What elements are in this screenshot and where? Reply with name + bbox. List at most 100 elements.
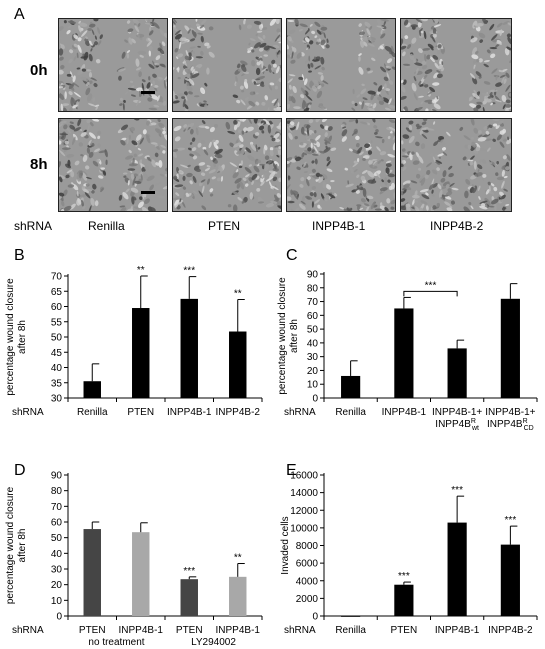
cell	[85, 183, 90, 187]
cell	[66, 169, 73, 174]
cell	[363, 203, 370, 207]
cell	[318, 176, 324, 183]
significance-label: ***	[451, 485, 463, 496]
cell	[291, 190, 299, 196]
cell	[268, 181, 273, 188]
significance-label: **	[234, 553, 242, 564]
cell	[87, 123, 90, 132]
cell	[257, 36, 264, 42]
cell	[72, 75, 76, 83]
cell	[267, 124, 271, 134]
cell	[505, 99, 511, 104]
cell	[325, 44, 330, 49]
row-label-0h: 0h	[30, 62, 48, 79]
cell	[235, 75, 238, 84]
cell	[366, 67, 371, 71]
cell	[154, 152, 159, 158]
cell	[192, 50, 196, 55]
cell	[408, 120, 414, 125]
cell	[311, 201, 314, 208]
y-tick-label: 0	[312, 394, 318, 405]
cell	[298, 203, 306, 210]
cell	[505, 166, 510, 171]
cell	[152, 80, 155, 88]
cell	[502, 207, 506, 211]
cell	[311, 168, 316, 173]
cell	[144, 22, 153, 25]
cell	[269, 82, 275, 86]
cell	[86, 188, 93, 192]
cell	[351, 149, 358, 154]
cell	[255, 101, 260, 106]
cell	[348, 119, 357, 123]
cell	[402, 189, 407, 194]
cell	[472, 93, 480, 99]
cell	[198, 125, 208, 128]
cell	[489, 89, 498, 93]
cell	[491, 33, 498, 41]
cell	[483, 63, 489, 68]
cell	[468, 96, 473, 102]
x-tick-label-line: INPP4B-1+	[485, 407, 535, 418]
cell	[155, 162, 160, 166]
cell	[59, 43, 63, 47]
cell	[432, 182, 438, 188]
cell	[496, 176, 505, 181]
cell	[424, 99, 433, 103]
cell	[184, 94, 188, 101]
cell	[92, 160, 99, 167]
cell	[428, 183, 434, 190]
cell	[211, 176, 216, 180]
cell	[481, 175, 485, 181]
cell	[278, 41, 281, 44]
cell	[448, 165, 453, 170]
bar	[180, 298, 198, 398]
cell	[404, 35, 409, 40]
x-tick-label: PTEN	[391, 625, 418, 636]
column-label-inpp4b1: INPP4B-1	[312, 219, 366, 233]
cell	[507, 136, 509, 141]
shrna-label-a: shRNA	[14, 219, 53, 233]
cell	[256, 187, 261, 192]
y-tick-label: 90	[307, 270, 319, 281]
cell	[434, 62, 440, 69]
cell	[440, 185, 447, 190]
cell	[356, 174, 360, 178]
cell	[421, 121, 427, 126]
cell	[419, 32, 426, 39]
cell	[315, 134, 321, 141]
cell	[436, 50, 441, 55]
cell	[147, 97, 153, 102]
x-tick-label-line: Renilla	[77, 407, 108, 418]
bar	[500, 298, 520, 398]
cell	[505, 158, 508, 162]
cell	[70, 97, 74, 107]
cell	[374, 131, 378, 135]
cell	[294, 156, 302, 162]
cell	[362, 188, 367, 198]
cell	[207, 178, 211, 185]
x-axis-title: shRNA	[284, 625, 316, 636]
cell	[69, 124, 76, 130]
cell	[196, 103, 200, 107]
cell	[86, 82, 90, 87]
cell	[411, 151, 415, 155]
cell	[125, 91, 129, 95]
x-tick-label: PTEN	[127, 407, 154, 418]
cell	[196, 23, 200, 27]
cell	[81, 172, 88, 181]
cell	[261, 101, 266, 106]
cell	[402, 79, 407, 85]
cell	[314, 130, 317, 134]
cell	[294, 207, 300, 211]
cell	[183, 59, 187, 67]
cell	[289, 121, 295, 126]
cell	[141, 206, 149, 211]
cell	[216, 177, 222, 182]
cell	[67, 20, 77, 24]
cell	[505, 72, 510, 78]
cell	[77, 119, 82, 127]
cell	[127, 87, 137, 91]
cell	[158, 160, 163, 168]
cell	[423, 30, 427, 40]
